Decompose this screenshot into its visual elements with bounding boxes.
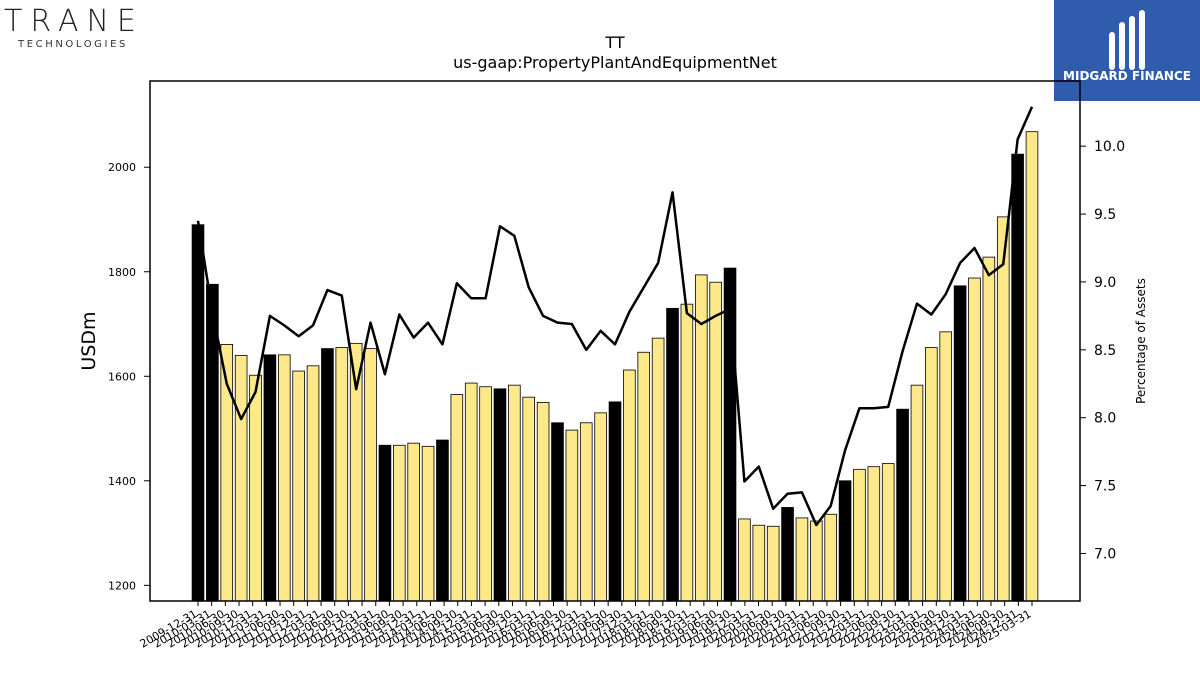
bar (421, 445, 435, 602)
bar (795, 517, 809, 602)
bar (953, 285, 967, 602)
y2-tick-label: 10.0 (1094, 139, 1125, 155)
chart-subtitle: us-gaap:PropertyPlantAndEquipmentNet (453, 53, 777, 72)
bar (191, 224, 205, 602)
bar (896, 408, 909, 602)
bar (781, 507, 794, 602)
bar (867, 466, 881, 602)
plot-frame (149, 80, 1081, 602)
bar (996, 216, 1010, 602)
bar (536, 402, 550, 602)
bar (393, 444, 406, 602)
bar (766, 525, 780, 602)
midgard-wordmark: MIDGARD FINANCE (1063, 69, 1191, 83)
bar (637, 351, 651, 602)
bar (378, 444, 392, 602)
bar (292, 370, 305, 602)
bar (493, 388, 507, 602)
chart-title: TT (604, 33, 624, 52)
y-tick-label: 1200 (108, 579, 136, 592)
bar (364, 348, 377, 602)
y2-tick-label: 9.0 (1094, 275, 1116, 291)
y2-tick-label: 8.5 (1094, 343, 1116, 359)
percent-of-assets-line (196, 106, 1034, 527)
y-tick-label: 1600 (108, 370, 136, 383)
bar (881, 463, 895, 602)
bar (321, 348, 334, 602)
bar (565, 429, 579, 602)
bar (263, 354, 277, 602)
y-tick-label: 1800 (108, 266, 136, 279)
bar (752, 524, 766, 602)
midgard-finance-logo: MIDGARD FINANCE (1054, 0, 1200, 101)
y2-tick-label: 7.0 (1094, 546, 1116, 562)
bar (306, 365, 320, 602)
bar (464, 382, 478, 602)
y-tick-label: 1400 (108, 475, 136, 488)
bars-group (191, 131, 1039, 602)
midgard-m-icon (1109, 10, 1145, 70)
bar (925, 347, 938, 602)
bar (608, 401, 622, 602)
bar (551, 422, 564, 602)
y2-tick-label: 9.5 (1094, 207, 1116, 223)
bar (968, 277, 981, 602)
bar (810, 520, 823, 602)
bar (1011, 153, 1024, 602)
bar (709, 281, 722, 602)
y2-tick-label: 8.0 (1094, 411, 1116, 427)
y-axis-left: 1200 1400 1600 1800 2000 (108, 161, 150, 592)
bar (579, 422, 593, 602)
trane-wordmark: TRANE (4, 4, 144, 39)
trane-subtitle: TECHNOLOGIES (17, 39, 128, 50)
bar (249, 374, 262, 602)
midgard-logo-background (1054, 0, 1200, 101)
bar (594, 412, 607, 602)
y-tick-label: 2000 (108, 161, 136, 174)
bar (853, 468, 866, 602)
bar (407, 442, 420, 602)
bar (522, 396, 536, 602)
bar (436, 439, 449, 602)
bar (651, 337, 665, 602)
bar (508, 384, 521, 602)
trane-technologies-logo: TRANE TECHNOLOGIES (4, 4, 144, 50)
bar (1025, 131, 1039, 602)
bar (738, 518, 751, 602)
bar (277, 354, 291, 602)
bar (623, 369, 636, 602)
y-axis-right: 7.0 7.5 8.0 8.5 9.0 9.5 10.0 (1080, 139, 1125, 562)
bar (450, 394, 464, 602)
bar (982, 256, 996, 602)
bar (838, 480, 852, 602)
y2-axis-label: Percentage of Assets (1134, 278, 1148, 404)
bar (666, 307, 679, 602)
x-axis: 2009-12-312010-03-312010-06-302010-09-30… (138, 601, 1034, 651)
bar (335, 347, 349, 602)
bar (939, 331, 953, 602)
bar (680, 303, 694, 602)
y2-tick-label: 7.5 (1094, 479, 1116, 495)
bar (479, 386, 492, 602)
bar (824, 513, 837, 602)
bar (910, 384, 924, 602)
bar (234, 354, 248, 602)
y-axis-label: USDm (78, 311, 100, 370)
